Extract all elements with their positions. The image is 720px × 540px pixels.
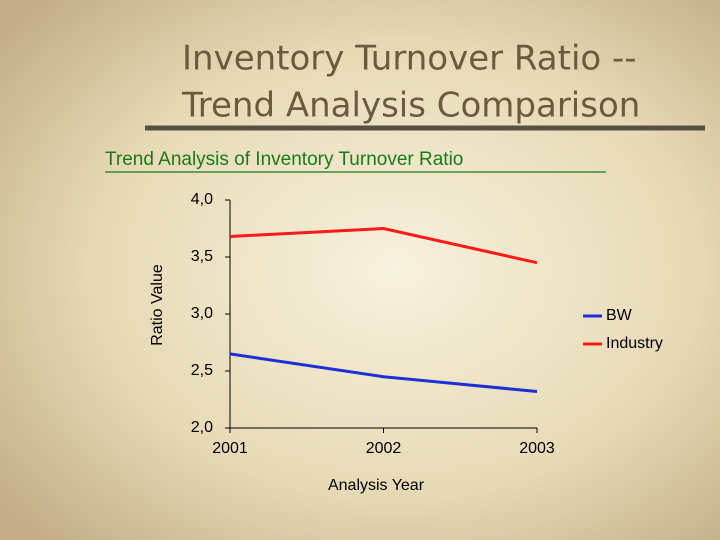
slide-title: Trend Analysis Comparison xyxy=(181,86,640,126)
x-tick-label: 2001 xyxy=(212,440,248,457)
x-tick-label: 2003 xyxy=(519,440,555,457)
y-tick-label: 4,0 xyxy=(191,191,213,208)
y-axis-label: Ratio Value xyxy=(149,264,166,346)
legend-label: BW xyxy=(606,307,633,324)
y-tick-label: 2,5 xyxy=(191,362,213,379)
chart-title: Trend Analysis of Inventory Turnover Rat… xyxy=(105,149,463,170)
x-tick-label: 2002 xyxy=(366,440,402,457)
x-axis-label: Analysis Year xyxy=(328,477,425,494)
series-line xyxy=(229,226,538,265)
legend-label: Industry xyxy=(606,335,663,352)
y-tick-label: 2,0 xyxy=(191,419,213,436)
y-tick-label: 3,5 xyxy=(191,248,213,265)
slide-title: Inventory Turnover Ratio -- xyxy=(182,39,637,79)
y-tick-label: 3,0 xyxy=(191,305,213,322)
series-line xyxy=(229,352,538,394)
